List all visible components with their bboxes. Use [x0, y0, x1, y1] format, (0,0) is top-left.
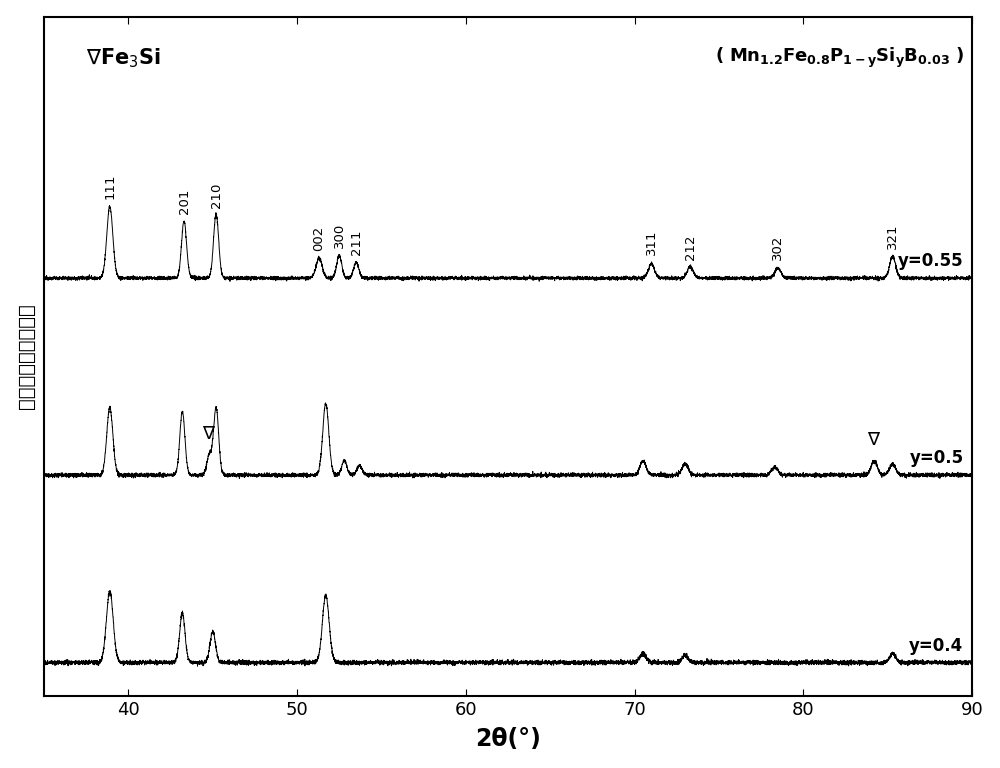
- Text: 002: 002: [313, 226, 326, 250]
- Text: 212: 212: [684, 234, 697, 260]
- Text: $\nabla$Fe$_3$Si: $\nabla$Fe$_3$Si: [86, 46, 161, 70]
- Text: y=0.5: y=0.5: [909, 449, 964, 467]
- Text: y=0.55: y=0.55: [898, 252, 964, 270]
- Text: 321: 321: [886, 224, 899, 250]
- Text: $\bf{(\ Mn_{1.2}Fe_{0.8}P_{1-y}Si_yB_{0.03}\ )}$: $\bf{(\ Mn_{1.2}Fe_{0.8}P_{1-y}Si_yB_{0.…: [715, 46, 964, 70]
- Text: $\nabla$: $\nabla$: [202, 425, 216, 443]
- Text: $\nabla$: $\nabla$: [867, 432, 881, 449]
- Text: 211: 211: [350, 229, 363, 255]
- Text: 111: 111: [103, 174, 116, 199]
- Text: 302: 302: [771, 235, 784, 260]
- Text: 300: 300: [333, 223, 346, 248]
- Text: y=0.4: y=0.4: [909, 637, 964, 655]
- Y-axis label: 负射强度（相对値）: 负射强度（相对値）: [17, 303, 36, 409]
- X-axis label: 2θ(°): 2θ(°): [475, 727, 541, 751]
- Text: 201: 201: [178, 189, 191, 214]
- Text: 210: 210: [210, 183, 223, 208]
- Text: 311: 311: [645, 229, 658, 255]
